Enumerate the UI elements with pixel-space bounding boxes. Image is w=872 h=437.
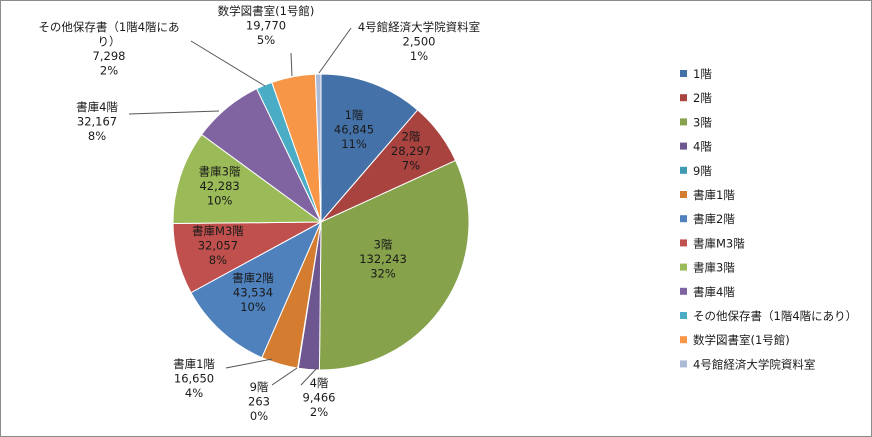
pie-slice-12 <box>314 73 322 223</box>
slice-label-4: 9階 263 0% <box>248 380 270 423</box>
slice-label-value: 28,297 <box>391 144 431 158</box>
slice-label-value: 42,283 <box>199 179 239 193</box>
slice-label-percent: 10% <box>240 300 266 314</box>
legend-swatch-5 <box>680 191 687 198</box>
legend-label-10: その他保存書（1階4階にあり） <box>693 309 857 323</box>
pie-slice-6 <box>190 220 323 359</box>
legend-swatch-10 <box>680 312 687 319</box>
leader-line-3 <box>300 367 318 386</box>
slice-label-percent: 10% <box>207 193 233 207</box>
slice-label-3: 4階 9,466 2% <box>303 376 336 419</box>
slice-label-1: 2階 28,297 7% <box>391 130 431 173</box>
legend-swatch-11 <box>680 336 687 344</box>
legend-label-3: 4階 <box>693 140 712 154</box>
legend-label-0: 1階 <box>693 67 712 81</box>
legend-swatch-8 <box>680 263 687 271</box>
slice-label-percent: 8% <box>88 129 106 143</box>
slice-label-8: 書庫3階 42,283 10% <box>199 164 241 207</box>
pie-slice-8 <box>172 133 323 225</box>
slice-label-value: 9,466 <box>303 391 336 405</box>
leader-line-9 <box>128 110 220 115</box>
slice-label-percent: 2% <box>310 405 328 419</box>
slice-label-2: 3階 132,243 32% <box>359 237 407 280</box>
legend-label-8: 書庫3階 <box>693 261 735 275</box>
slice-label-11: 数学図書室(1号館) 19,770 5% <box>218 4 315 47</box>
slice-label-percent: 1% <box>410 49 428 63</box>
slice-label-7: 書庫M3階 32,057 8% <box>192 224 244 267</box>
legend-swatch-7 <box>680 239 687 247</box>
legend-swatch-3 <box>680 142 687 150</box>
slice-label-name: 書庫3階 <box>199 164 241 178</box>
slice-label-name: 書庫1階 <box>173 357 215 371</box>
slice-label-9: 書庫4階 32,167 8% <box>76 100 118 143</box>
slice-label-value: 32,167 <box>77 115 117 129</box>
leader-line-11 <box>290 52 293 77</box>
legend-swatch-12 <box>680 360 687 368</box>
slice-label-value: 32,057 <box>198 238 238 252</box>
slice-label-percent: 7% <box>402 159 420 173</box>
slice-label-value: 7,298 <box>93 49 126 63</box>
slice-label-value: 16,650 <box>174 372 214 386</box>
slice-label-value: 43,534 <box>233 286 273 300</box>
legend-label-1: 2階 <box>693 91 712 105</box>
legend-swatch-2 <box>680 118 687 126</box>
legend-label-7: 書庫M3階 <box>693 236 745 250</box>
slice-label-12: 4号館経済大学院資料室 2,500 1% <box>358 20 480 63</box>
slice-label-percent: 11% <box>341 137 367 151</box>
slice-label-6: 書庫2階 43,534 10% <box>232 271 274 314</box>
legend-swatch-9 <box>680 287 687 295</box>
slice-label-value: 263 <box>248 395 270 409</box>
slice-label-name: 3階 <box>374 237 393 251</box>
slice-label-name: 数学図書室(1号館) <box>218 4 315 18</box>
slice-label-percent: 2% <box>100 64 118 78</box>
slice-label-value: 19,770 <box>246 19 286 33</box>
slice-label-10: その他保存書（1階4階にあり） 7,298 2% <box>38 20 179 78</box>
slice-label-value: 132,243 <box>359 252 407 266</box>
legend-label-4: 9階 <box>693 164 712 178</box>
slice-label-name: 書庫2階 <box>232 271 274 285</box>
slice-label-name: り） <box>98 35 121 49</box>
pie-slice-2 <box>318 159 470 371</box>
legend-label-5: 書庫1階 <box>693 188 735 202</box>
slice-label-percent: 4% <box>185 386 203 400</box>
legend-swatch-0 <box>680 70 687 77</box>
leader-line-10 <box>190 40 266 87</box>
slice-label-percent: 5% <box>257 33 275 47</box>
slice-label-name: 2階 <box>402 130 421 144</box>
legend-label-12: 4号館経済大学院資料室 <box>693 357 815 371</box>
legend-swatch-1 <box>680 94 687 102</box>
slice-label-name: その他保存書（1階4階にあ <box>38 20 179 34</box>
leader-line-4 <box>271 367 298 386</box>
leader-line-5 <box>225 358 273 369</box>
slice-label-name: 書庫4階 <box>76 100 118 114</box>
legend-swatch-4 <box>680 166 687 174</box>
legend-label-11: 数学図書室(1号館) <box>693 333 790 347</box>
legend-label-9: 書庫4階 <box>693 285 735 299</box>
slice-label-name: 9階 <box>250 380 269 394</box>
pie-slice-0 <box>320 73 419 224</box>
legend-swatch-6 <box>680 215 687 223</box>
slice-label-0: 1階 46,845 11% <box>334 108 374 151</box>
slice-label-value: 2,500 <box>403 35 436 49</box>
slice-label-percent: 8% <box>209 253 227 267</box>
slice-label-percent: 32% <box>370 266 396 280</box>
slice-label-name: 1階 <box>345 108 364 122</box>
slice-label-5: 書庫1階 16,650 4% <box>173 357 215 400</box>
slice-label-name: 書庫M3階 <box>192 224 244 238</box>
legend-label-6: 書庫2階 <box>693 212 735 226</box>
legend-label-2: 3階 <box>693 115 712 129</box>
slice-label-value: 46,845 <box>334 123 374 137</box>
leader-line-12 <box>318 27 352 74</box>
slice-label-name: 4号館経済大学院資料室 <box>358 20 480 34</box>
slice-label-name: 4階 <box>310 376 329 390</box>
slice-label-percent: 0% <box>250 409 268 423</box>
